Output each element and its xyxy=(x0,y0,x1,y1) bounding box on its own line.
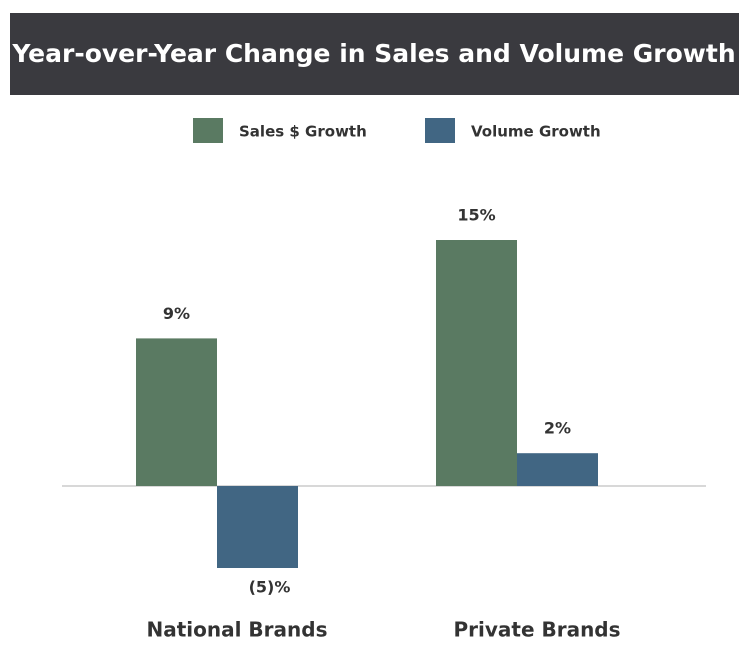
legend-swatch xyxy=(193,118,223,143)
x-tick-label: Private Brands xyxy=(453,618,620,642)
data-label: (5)% xyxy=(249,578,291,597)
data-label: 2% xyxy=(544,419,571,438)
data-label: 15% xyxy=(457,206,495,225)
x-tick-label: National Brands xyxy=(146,618,327,642)
legend-swatch xyxy=(425,118,455,143)
chart-title: Year-over-Year Change in Sales and Volum… xyxy=(11,39,735,68)
legend-label: Volume Growth xyxy=(471,123,601,141)
bar xyxy=(217,486,298,568)
title-bar xyxy=(10,13,739,95)
bar xyxy=(517,453,598,486)
bar xyxy=(136,338,217,486)
legend-label: Sales $ Growth xyxy=(239,123,367,141)
data-label: 9% xyxy=(163,304,190,323)
bar xyxy=(436,240,517,486)
